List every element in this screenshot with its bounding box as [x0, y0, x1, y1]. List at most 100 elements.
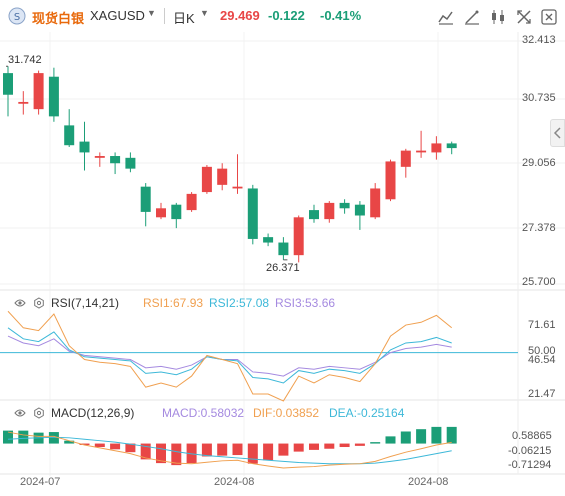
- macd-histogram-bar: [186, 443, 197, 464]
- candle-body: [125, 157, 136, 169]
- candle-body: [33, 73, 44, 110]
- price-chart[interactable]: [0, 32, 565, 496]
- candle-type-icon[interactable]: [487, 6, 509, 28]
- time-axis-label: 2024-07: [20, 476, 61, 488]
- candle-body: [18, 101, 29, 104]
- macd-histogram-bar: [201, 443, 212, 457]
- macd-histogram-bar: [263, 443, 274, 461]
- rsi-title: RSI(7,14,21): [51, 296, 120, 310]
- candle-body: [79, 141, 90, 153]
- candle-body: [400, 150, 411, 167]
- candle-body: [370, 188, 381, 218]
- macd-axis-tick: 0.58865: [512, 430, 552, 442]
- candle-body: [156, 208, 166, 218]
- candle-body: [217, 168, 228, 185]
- settings-icon[interactable]: [33, 297, 45, 309]
- macd-histogram-bar: [431, 426, 442, 444]
- rsi2-line: [7, 327, 452, 384]
- macd-histogram-bar: [324, 443, 335, 449]
- macd-histogram-bar: [309, 443, 319, 450]
- visibility-icon[interactable]: [14, 297, 26, 309]
- macd-histogram-bar: [18, 430, 29, 444]
- candle-body: [416, 150, 427, 153]
- candle-body: [446, 143, 457, 149]
- macd-histogram-bar: [370, 442, 381, 444]
- candle-body: [94, 156, 105, 158]
- macd-histogram-bar: [278, 443, 289, 456]
- price-change-percent: -0.41%: [320, 8, 362, 23]
- candle-body: [186, 193, 197, 211]
- candle-body: [48, 76, 59, 117]
- candle-body: [385, 161, 396, 200]
- rsi2-value: RSI2:57.08: [209, 296, 270, 310]
- candle-body: [278, 242, 289, 256]
- macd-histogram-bar: [446, 426, 457, 444]
- macd-axis-tick: -0.06215: [508, 445, 552, 457]
- settings-icon[interactable]: [538, 6, 560, 28]
- macd-histogram-bar: [110, 443, 121, 450]
- candle-body: [232, 186, 243, 189]
- rsi1-value: RSI1:67.93: [143, 296, 204, 310]
- candle-body: [339, 202, 350, 209]
- candle-body: [263, 237, 274, 243]
- divider: [164, 8, 165, 24]
- high-price-label: 31.742: [8, 54, 42, 66]
- candle-body: [110, 156, 121, 164]
- macd-histogram-bar: [48, 432, 59, 444]
- candle-body: [431, 143, 442, 153]
- macd-histogram-bar: [400, 431, 411, 444]
- settings-icon[interactable]: [33, 407, 45, 419]
- rsi-axis-tick: 71.61: [528, 319, 556, 331]
- last-price: 29.469: [220, 8, 260, 23]
- candle-body: [324, 202, 335, 220]
- price-axis-tick: 30.735: [522, 92, 556, 104]
- candle-body: [354, 204, 365, 216]
- rsi1-line: [7, 310, 453, 402]
- dif-value: DIF:0.03852: [253, 406, 320, 420]
- macd-histogram-bar: [416, 429, 427, 444]
- chevron-down-icon[interactable]: ▼: [147, 8, 156, 18]
- macd-title: MACD(12,26,9): [51, 406, 135, 420]
- macd-histogram-bar: [354, 443, 365, 446]
- symbol-selector[interactable]: XAGUSD: [90, 8, 145, 23]
- candle-body: [309, 210, 319, 220]
- low-price-label: 26.371: [266, 262, 300, 274]
- rsi-axis-tick: 21.47: [528, 388, 556, 400]
- candle-body: [3, 73, 13, 95]
- macd-histogram-bar: [385, 436, 396, 444]
- macd-axis-tick: -0.71294: [508, 459, 552, 471]
- chevron-left-icon[interactable]: [550, 119, 565, 147]
- rsi-axis-tick: 50.00: [528, 345, 556, 357]
- candle-body: [140, 186, 151, 212]
- rsi-axis-tick: 46.54: [528, 354, 556, 366]
- toolbar: S 现货白银 XAGUSD ▼ 日K ▼ 29.469 -0.122 -0.41…: [0, 0, 565, 32]
- macd-histogram-bar: [64, 440, 75, 444]
- macd-histogram-bar: [339, 443, 350, 448]
- silver-coin-icon: S: [8, 7, 26, 25]
- svg-text:S: S: [14, 12, 20, 23]
- product-name[interactable]: 现货白银: [32, 11, 85, 26]
- chevron-down-icon[interactable]: ▼: [200, 8, 209, 18]
- period-selector[interactable]: 日K: [173, 11, 195, 26]
- macd-histogram-bar: [140, 443, 151, 460]
- price-axis-tick: 32.413: [522, 34, 556, 46]
- indicator-icon[interactable]: [435, 6, 457, 28]
- rsi3-line: [7, 335, 452, 377]
- draw-icon[interactable]: [461, 6, 483, 28]
- visibility-icon[interactable]: [14, 407, 26, 419]
- macd-histogram-bar: [247, 443, 258, 464]
- fullscreen-icon[interactable]: [513, 6, 535, 28]
- macd-histogram-bar: [94, 443, 105, 448]
- price-axis-tick: 25.700: [522, 276, 556, 288]
- macd-histogram-bar: [232, 443, 243, 456]
- macd-histogram-bar: [156, 443, 166, 464]
- macd-histogram-bar: [3, 430, 13, 444]
- candle-body: [247, 188, 258, 239]
- macd-histogram-bar: [125, 443, 136, 453]
- macd-value: MACD:0.58032: [162, 406, 245, 420]
- candle-body: [201, 166, 212, 193]
- macd-histogram-bar: [293, 443, 304, 452]
- dif-line: [7, 431, 452, 469]
- macd-histogram-bar: [217, 443, 228, 456]
- candle-body: [64, 125, 75, 146]
